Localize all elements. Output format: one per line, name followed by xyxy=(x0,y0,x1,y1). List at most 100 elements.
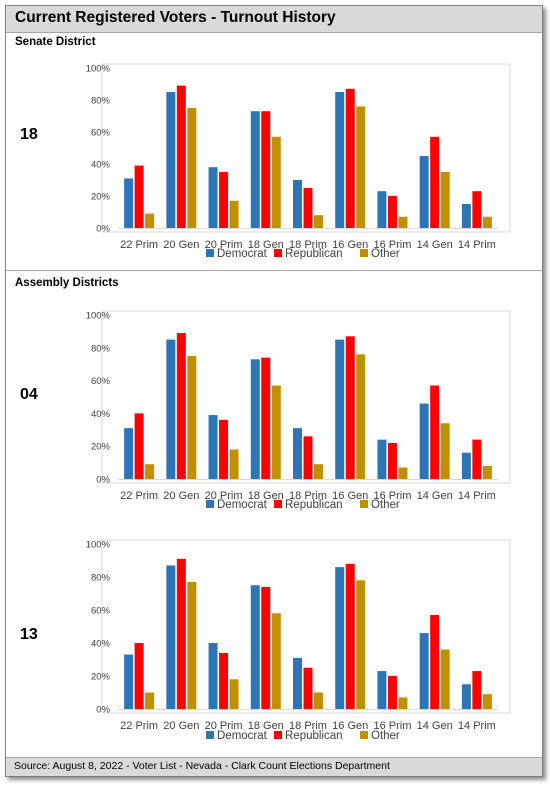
legend-label: Republican xyxy=(285,499,343,511)
bar-democrat xyxy=(250,111,260,228)
bar-other xyxy=(440,649,450,709)
legend-swatch xyxy=(206,500,214,508)
bar-republican xyxy=(134,413,144,479)
y-tick-label: 20% xyxy=(91,672,111,683)
y-tick-label: 20% xyxy=(91,192,111,203)
legend-label: Democrat xyxy=(217,730,268,742)
legend-swatch xyxy=(360,500,368,508)
bar-republican xyxy=(430,385,440,479)
bar-other xyxy=(187,581,197,709)
x-tick-label: 20 Gen xyxy=(163,490,199,502)
x-tick-label: 20 Gen xyxy=(163,239,199,251)
y-tick-label: 20% xyxy=(91,442,111,453)
legend-item-republican: Republican xyxy=(274,730,343,742)
legend-label: Republican xyxy=(285,248,343,260)
y-tick-label: 40% xyxy=(91,160,111,171)
x-tick-label: 14 Prim xyxy=(458,720,496,732)
bar-republican xyxy=(176,85,186,228)
report-frame: Current Registered Voters - Turnout Hist… xyxy=(5,5,543,777)
x-tick-label: 14 Gen xyxy=(417,720,453,732)
report-title: Current Registered Voters - Turnout Hist… xyxy=(15,9,336,26)
y-tick-label: 100% xyxy=(86,311,111,322)
x-tick-label: 22 Prim xyxy=(120,720,158,732)
bar-republican xyxy=(261,111,271,228)
y-tick-label: 80% xyxy=(91,343,111,354)
x-tick-label: 14 Prim xyxy=(458,490,496,502)
x-tick-label: 18 Gen xyxy=(248,720,284,732)
bar-republican xyxy=(387,442,397,479)
y-tick-label: 60% xyxy=(91,128,111,139)
y-tick-label: 40% xyxy=(91,409,111,420)
bar-republican xyxy=(303,188,313,228)
legend-swatch xyxy=(360,249,368,257)
x-tick-label: 16 Gen xyxy=(332,720,368,732)
x-tick-label: 20 Prim xyxy=(205,490,243,502)
bar-other xyxy=(314,692,323,709)
bar-republican xyxy=(345,563,355,709)
x-tick-label: 16 Gen xyxy=(332,490,368,502)
title-bar: Current Registered Voters - Turnout Hist… xyxy=(6,6,542,33)
bar-republican xyxy=(472,439,482,479)
x-tick-label: 14 Gen xyxy=(417,239,453,251)
bar-republican xyxy=(261,357,271,479)
x-tick-label: 16 Prim xyxy=(373,490,411,502)
bar-other xyxy=(271,136,281,228)
legend-item-democrat: Democrat xyxy=(206,730,268,742)
bar-other xyxy=(271,385,281,479)
legend-swatch xyxy=(274,249,282,257)
bar-other xyxy=(482,694,492,709)
source-note: Source: August 8, 2022 - Voter List - Ne… xyxy=(14,760,390,772)
bar-democrat xyxy=(335,567,345,709)
section-divider xyxy=(6,270,542,271)
senate-section-label: Senate District xyxy=(15,36,96,48)
assembly-section-label: Assembly Districts xyxy=(15,277,119,289)
district-label-senate: 18 xyxy=(20,126,38,143)
bar-democrat xyxy=(293,180,302,228)
y-tick-label: 60% xyxy=(91,606,111,617)
y-tick-label: 40% xyxy=(91,639,111,650)
plot-area xyxy=(101,63,511,233)
legend-label: Other xyxy=(371,248,400,260)
legend-label: Other xyxy=(371,499,400,511)
bar-democrat xyxy=(166,92,176,228)
legend-swatch xyxy=(274,500,282,508)
x-tick-label: 20 Prim xyxy=(205,720,243,732)
bar-republican xyxy=(134,643,144,709)
bar-republican xyxy=(430,614,440,709)
bar-democrat xyxy=(377,671,387,709)
bar-democrat xyxy=(124,654,134,709)
bar-other xyxy=(398,467,408,479)
footer: Source: August 8, 2022 - Voter List - Ne… xyxy=(6,757,542,776)
x-tick-label: 18 Gen xyxy=(248,239,284,251)
x-tick-label: 16 Gen xyxy=(332,239,368,251)
bar-other xyxy=(398,697,408,709)
legend-item-republican: Republican xyxy=(274,499,343,511)
x-tick-label: 18 Prim xyxy=(289,490,327,502)
bar-democrat xyxy=(166,339,176,479)
x-tick-label: 18 Gen xyxy=(248,490,284,502)
y-tick-label: 80% xyxy=(91,573,111,584)
bar-other xyxy=(229,449,239,479)
bar-other xyxy=(482,216,492,228)
y-tick-label: 100% xyxy=(86,64,111,75)
bar-other xyxy=(145,464,155,479)
bar-republican xyxy=(134,165,144,228)
legend-swatch xyxy=(206,731,214,739)
y-tick-label: 80% xyxy=(91,96,111,107)
bar-other xyxy=(314,215,323,228)
x-tick-label: 18 Prim xyxy=(289,239,327,251)
district-label-assembly-1: 04 xyxy=(20,386,38,403)
bar-republican xyxy=(219,652,229,709)
legend-swatch xyxy=(206,249,214,257)
bar-republican xyxy=(176,558,186,709)
legend-item-republican: Republican xyxy=(274,248,343,260)
assembly-13-turnout-chart: 0% 20% 40% 60% 80% 100% 22 Prim 20 Gen 20 Prim 18… xyxy=(86,539,511,742)
bar-other xyxy=(145,692,155,709)
x-tick-label: 22 Prim xyxy=(120,239,158,251)
bar-republican xyxy=(303,667,313,709)
bar-democrat xyxy=(293,428,302,479)
bar-other xyxy=(229,200,239,228)
bar-democrat xyxy=(419,156,429,228)
bar-republican xyxy=(430,136,440,228)
bar-other xyxy=(440,423,450,479)
